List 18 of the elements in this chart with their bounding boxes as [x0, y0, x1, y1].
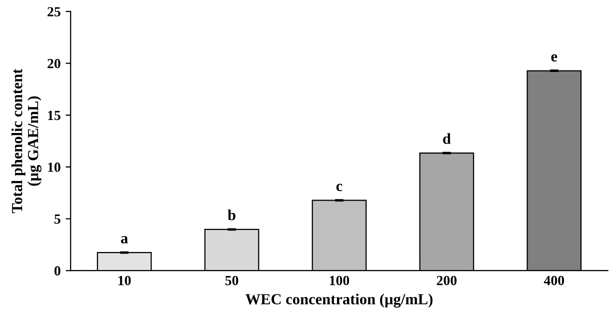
- x-tick-label: 10: [118, 276, 131, 286]
- y-tick-label: 10: [48, 162, 60, 172]
- x-tick-label: 400: [544, 276, 564, 286]
- y-axis-title: Total phenolic content (µg GAE/mL): [11, 68, 42, 214]
- x-tick-label: 100: [330, 276, 350, 286]
- annotation: c: [336, 184, 342, 192]
- y-tick-label: 0: [54, 266, 60, 276]
- x-tick-label: 50: [225, 276, 238, 286]
- y-tick-label: 15: [48, 110, 60, 120]
- y-tick-label: 20: [48, 58, 60, 68]
- annotation: b: [228, 210, 236, 220]
- x-axis-title: WEC concentration (µg/mL): [246, 294, 432, 308]
- y-tick-label: 25: [48, 7, 60, 16]
- y-tick-label: 5: [54, 214, 60, 224]
- x-tick-label: 200: [436, 276, 457, 286]
- annotation: e: [551, 54, 558, 62]
- annotation: a: [121, 236, 128, 244]
- annotation: d: [443, 133, 451, 144]
